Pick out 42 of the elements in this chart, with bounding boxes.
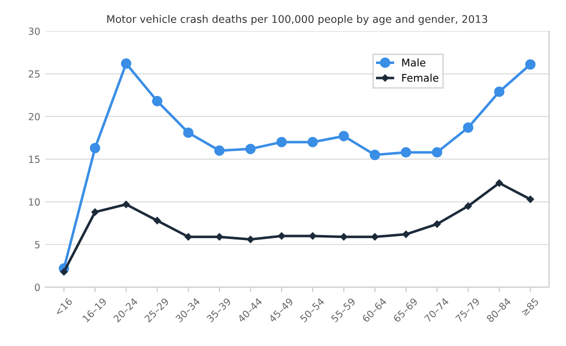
point <box>307 136 318 148</box>
point <box>122 200 130 208</box>
point <box>91 208 99 216</box>
y-tick-label: 10 <box>29 198 40 206</box>
point <box>154 216 161 224</box>
point <box>90 142 100 154</box>
y-tick-label: 30 <box>28 28 40 35</box>
chart-title: Motor vehicle crash deaths per 100,000 people by age and gender, 2013 <box>107 14 488 25</box>
point <box>433 220 441 228</box>
point <box>525 59 536 70</box>
legend-label: Male <box>402 58 426 66</box>
point <box>494 86 504 97</box>
legend-label: Female <box>402 74 438 82</box>
point <box>526 196 534 203</box>
point <box>184 233 192 240</box>
y-tick-label: 5 <box>34 241 40 248</box>
y-tick-label: 0 <box>34 284 40 292</box>
point <box>120 58 132 69</box>
x-tick-label: <16 <box>54 297 73 316</box>
point <box>432 147 442 158</box>
point <box>338 130 349 142</box>
point <box>340 233 348 240</box>
point <box>400 147 412 158</box>
point <box>245 144 256 154</box>
point <box>152 96 162 106</box>
point <box>464 202 472 210</box>
point <box>60 268 68 276</box>
point <box>496 179 503 187</box>
point <box>216 233 224 240</box>
point <box>278 232 286 240</box>
point <box>276 136 287 148</box>
point <box>214 145 225 156</box>
point <box>371 233 379 240</box>
point <box>370 150 380 160</box>
point <box>462 122 474 133</box>
point <box>402 230 410 238</box>
y-tick-label: 20 <box>28 112 40 120</box>
y-tick-label: 15 <box>29 156 40 163</box>
point <box>309 232 316 240</box>
point <box>183 127 194 138</box>
y-tick-label: 25 <box>28 70 40 78</box>
point <box>246 236 254 244</box>
